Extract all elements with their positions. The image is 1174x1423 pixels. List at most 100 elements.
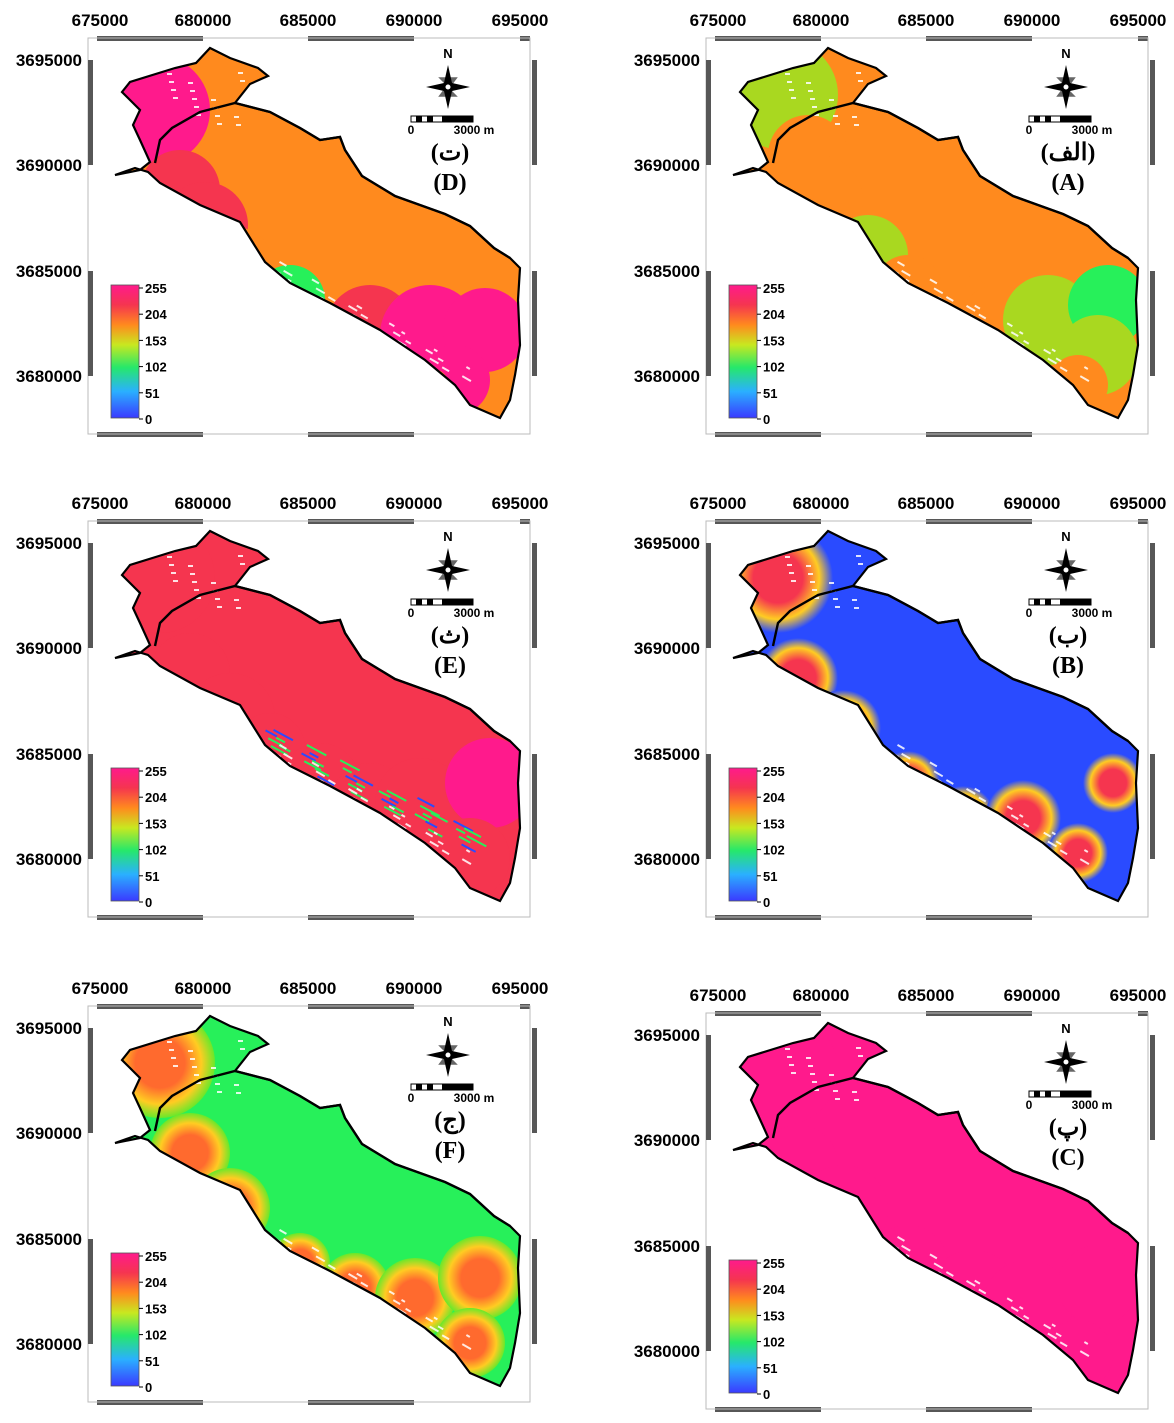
legend-tick-label: 102 (145, 843, 167, 858)
raster-circle (150, 633, 230, 713)
nodata-speck (1010, 1306, 1019, 1312)
compass-center (1062, 1058, 1070, 1066)
nodata-speck (401, 331, 406, 335)
texture-streak (265, 729, 278, 738)
nodata-speck (1079, 858, 1090, 865)
texture-streak (275, 736, 286, 744)
legend-tick-label: 255 (145, 281, 167, 296)
nodata-speck (1059, 366, 1068, 373)
nodata-speck (860, 1227, 867, 1233)
raster-circle (438, 1236, 520, 1320)
raster-circle (410, 368, 450, 408)
texture-streak (311, 759, 325, 768)
texture-streak (453, 820, 474, 833)
nodata-speck (785, 556, 790, 558)
frame-bar-left (706, 1246, 711, 1351)
nodata-speck (860, 735, 867, 741)
nodata-speck (787, 1056, 792, 1058)
texture-streak (378, 790, 391, 799)
nodata-speck (356, 1272, 363, 1278)
y-tick-label: 3685000 (16, 1230, 82, 1249)
nodata-speck (814, 597, 819, 599)
y-tick-label: 3690000 (16, 156, 82, 175)
frame-bar-right (1150, 1035, 1155, 1140)
x-tick-label: 685000 (898, 494, 955, 513)
legend-tick-label: 204 (763, 1282, 785, 1297)
panel-label-persian: (ث) (431, 623, 470, 649)
nodata-speck (909, 287, 916, 293)
scale-bar (410, 1083, 474, 1091)
raster-circle (828, 215, 908, 295)
y-tick-label: 3695000 (634, 1026, 700, 1045)
legend-tick-label: 102 (145, 1328, 167, 1343)
nodata-speck (864, 1236, 873, 1243)
nodata-speck (812, 106, 817, 108)
map-panel-e: 675000 680000 685000 690000 695000 3695000 369… (16, 494, 548, 920)
nodata-speck (759, 1166, 764, 1170)
nodata-speck (169, 81, 174, 83)
texture-streak (342, 767, 353, 774)
y-tick-label: 3685000 (16, 262, 82, 281)
nodata-speck (240, 1048, 245, 1050)
north-label: N (1061, 1021, 1070, 1036)
nodata-speck (905, 1253, 910, 1258)
scale-bar-segment (1034, 1091, 1040, 1097)
legend-tick-label: 153 (763, 816, 785, 831)
frame-bar-left (706, 754, 711, 859)
nodata-speck (315, 770, 326, 778)
nodata-speck (1055, 840, 1062, 846)
nodata-speck (201, 235, 212, 242)
nodata-speck (810, 1073, 815, 1075)
nodata-speck (167, 73, 172, 75)
nodata-speck (405, 339, 412, 345)
nodata-speck (173, 208, 178, 213)
nodata-speck (388, 805, 395, 811)
nodata-speck (246, 744, 255, 751)
texture-streak (389, 797, 399, 804)
nodata-speck (965, 1280, 976, 1287)
nodata-speck (210, 235, 217, 240)
nodata-speck (210, 718, 217, 723)
texture-streak (339, 759, 361, 772)
legend-tick-label: 0 (763, 412, 770, 427)
north-arrow-icon (1044, 1040, 1088, 1084)
panel-label-persian: (الف) (1041, 140, 1096, 166)
nodata-speck (779, 1174, 786, 1180)
nodata-speck (327, 296, 336, 302)
nodata-speck (1006, 1297, 1013, 1303)
x-tick-label: 685000 (898, 11, 955, 30)
nodata-speck (433, 831, 438, 836)
nodata-speck (254, 744, 260, 748)
nodata-speck (791, 580, 796, 582)
north-label: N (443, 529, 452, 544)
map-frame (705, 1012, 1149, 1410)
nodata-speck (167, 1041, 172, 1043)
nodata-speck (465, 849, 471, 853)
nodata-speck (173, 97, 178, 99)
texture-streak (422, 812, 433, 820)
compass-center (444, 566, 452, 574)
nodata-speck (217, 123, 222, 125)
nodata-speck (368, 814, 374, 819)
texture-streak (419, 804, 441, 817)
nodata-speck (978, 1288, 987, 1295)
x-tick-label: 680000 (175, 11, 232, 30)
x-tick-label: 695000 (1110, 986, 1167, 1005)
frame-bar-left (88, 543, 93, 648)
nodata-speck (854, 1099, 859, 1101)
nodata-speck (240, 80, 245, 82)
nodata-speck (858, 80, 863, 82)
nodata-speck (832, 243, 841, 250)
scale-zero-label: 0 (408, 606, 415, 620)
nodata-speck (986, 814, 992, 819)
scale-bar-segment (427, 116, 433, 122)
scale-length-label: 3000 m (1072, 123, 1113, 137)
map-frame (87, 520, 531, 918)
north-label: N (443, 1014, 452, 1029)
nodata-speck (405, 1307, 412, 1313)
nodata-speck (356, 787, 363, 793)
panel-label-latin: (A) (1051, 170, 1084, 196)
y-tick-label: 3685000 (634, 1237, 700, 1256)
nodata-speck (441, 1334, 450, 1341)
